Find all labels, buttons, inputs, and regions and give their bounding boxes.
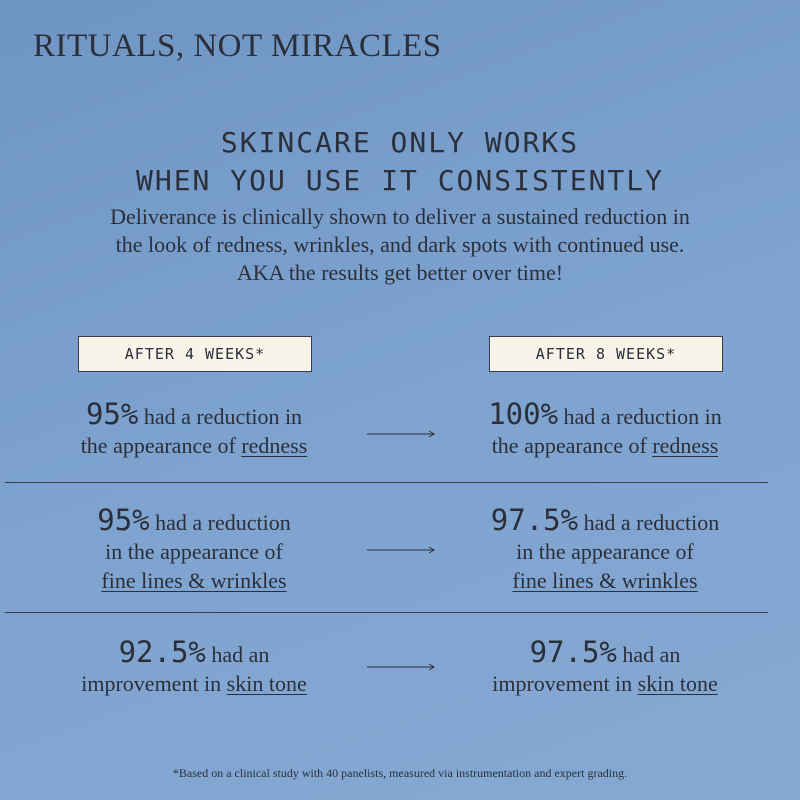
text: had a reduction: [583, 510, 720, 535]
intro: the look of redness, wrinkles, and dark …: [115, 232, 685, 257]
intro: Deliverance is clinically shown to deliv…: [110, 204, 690, 229]
term: skin tone: [637, 671, 718, 696]
stat: 92.5%: [118, 635, 206, 669]
stat: 95%: [97, 503, 150, 537]
term: fine lines & wrinkles: [512, 568, 698, 593]
stat: 97.5%: [529, 635, 617, 669]
term: fine lines & wrinkles: [101, 568, 287, 593]
headline: SKINCARE ONLY WORKS: [220, 126, 580, 159]
stat: 95%: [85, 397, 139, 431]
stat: 100%: [488, 397, 559, 431]
text: had a reduction: [155, 510, 291, 535]
result: 95% had a reduction in the appearance of…: [4, 506, 384, 595]
term: redness: [652, 433, 719, 458]
column-label: AFTER 8 WEEKS*: [489, 336, 723, 372]
divider: [5, 612, 768, 613]
text: the appearance of: [491, 433, 647, 458]
headline: WHEN YOU USE IT CONSISTENTLY: [135, 164, 664, 197]
divider: [5, 482, 768, 483]
result: 95% had a reduction in the appearance of…: [4, 400, 384, 460]
stat: 97.5%: [490, 503, 579, 537]
arrow: [367, 663, 435, 671]
result: 97.5% had an improvement in skin tone: [415, 638, 795, 698]
result: 100% had a reduction in the appearance o…: [415, 400, 795, 460]
footnote: *Based on a clinical study with 40 panel…: [172, 766, 628, 780]
result: 92.5% had an improvement in skin tone: [4, 638, 384, 698]
text: had a reduction in: [143, 404, 303, 429]
text: the appearance of: [80, 433, 236, 458]
term: redness: [241, 433, 308, 458]
text: in the appearance of: [105, 539, 283, 564]
text: had an: [211, 642, 270, 667]
text: had a reduction in: [563, 404, 722, 429]
brand: RITUALS, NOT MIRACLES: [33, 28, 442, 64]
text: had an: [622, 642, 681, 667]
result: 97.5% had a reduction in the appearance …: [415, 506, 795, 595]
text: in the appearance of: [516, 539, 694, 564]
term: skin tone: [226, 671, 307, 696]
text: improvement in: [492, 671, 633, 696]
arrow: [367, 546, 435, 554]
arrow: [367, 430, 435, 438]
column-label: AFTER 4 WEEKS*: [78, 336, 312, 372]
text: improvement in: [81, 671, 222, 696]
intro: AKA the results get better over time!: [236, 260, 564, 285]
